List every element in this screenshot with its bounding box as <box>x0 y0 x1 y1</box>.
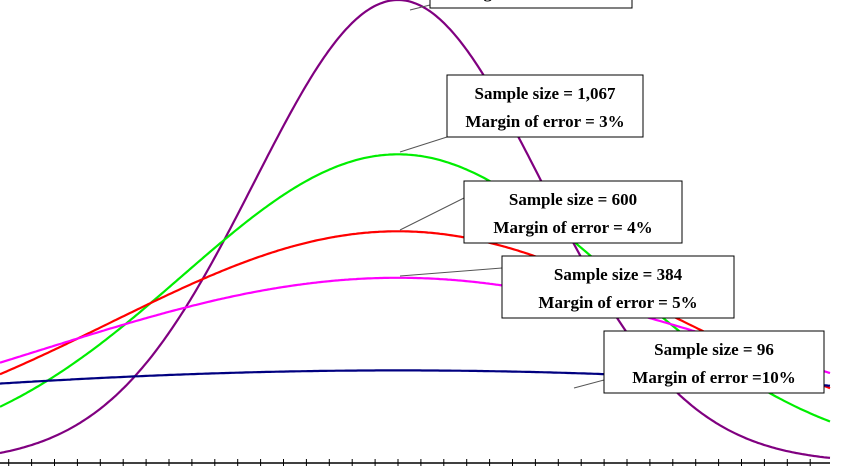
annotation-sample-size-label: Sample size = 600 <box>509 190 637 209</box>
annotation-s600: Sample size = 600 Margin of error = 4% <box>399 180 683 244</box>
annotation-margin-of-error-label: Margin of error =10% <box>632 368 795 387</box>
annotation-leader-line <box>399 267 503 277</box>
annotation-margin-of-error-label: Margin of error = 5% <box>538 293 697 312</box>
curve-s384 <box>0 276 831 375</box>
annotation-box <box>446 74 644 138</box>
annotation-sample-size-label: Sample size = 1,067 <box>475 84 616 103</box>
annotation-sample-size-label: Sample size = 384 <box>554 265 683 284</box>
annotation-s2401: Margin of error = 2% <box>409 0 633 11</box>
annotation-margin-of-error-label: Margin of error = 4% <box>493 218 652 237</box>
annotation-s96: Sample size = 96 Margin of error =10% <box>573 330 825 394</box>
annotation-box <box>463 180 683 244</box>
annotation-leader-line <box>409 4 431 11</box>
annotation-margin-of-error-label: Margin of error = 2% <box>451 0 610 2</box>
annotation-margin-of-error-label: Margin of error = 3% <box>465 112 624 131</box>
annotation-leader-line <box>399 197 465 231</box>
annotation-sample-size-label: Sample size = 96 <box>654 340 774 359</box>
annotation-leader-line <box>573 379 605 389</box>
annotation-s1067: Sample size = 1,067 Margin of error = 3% <box>399 74 644 153</box>
annotation-box <box>429 0 633 9</box>
curve-s600 <box>0 230 831 390</box>
annotation-box <box>603 330 825 394</box>
annotation-box <box>501 255 735 319</box>
annotation-s384: Sample size = 384 Margin of error = 5% <box>399 255 735 319</box>
curve-s2401 <box>0 0 831 459</box>
annotation-leader-line <box>399 136 448 153</box>
annotations-layer: Margin of error = 2% Sample size = 1,067 M… <box>399 0 825 394</box>
